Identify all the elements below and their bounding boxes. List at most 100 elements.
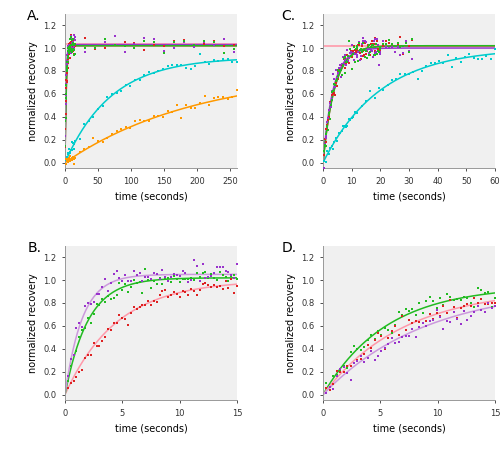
Point [322, 125, 330, 132]
Point [326, 101, 334, 108]
Point [474, 299, 482, 306]
Point [432, 304, 440, 312]
Point [384, 340, 392, 348]
Point [361, 38, 369, 45]
Point [170, 44, 178, 51]
Point [64, 60, 72, 67]
Point [419, 320, 427, 327]
Point [394, 332, 402, 339]
Point [69, 45, 77, 52]
Point [65, 43, 73, 51]
Point [63, 57, 71, 65]
Point [147, 284, 155, 291]
Point [68, 42, 76, 50]
Point [354, 45, 362, 52]
Point [354, 357, 362, 364]
Point [345, 115, 353, 122]
Point [140, 35, 148, 42]
Point [331, 83, 339, 91]
Point [124, 321, 132, 329]
Point [480, 308, 488, 316]
Point [440, 301, 448, 308]
X-axis label: time (seconds): time (seconds) [114, 191, 188, 201]
Point [70, 42, 78, 49]
Point [440, 325, 448, 333]
Point [376, 43, 384, 51]
Point [219, 94, 227, 101]
Point [178, 275, 186, 283]
Point [162, 286, 170, 293]
Point [400, 50, 407, 57]
Point [68, 44, 76, 51]
Point [130, 267, 138, 274]
Point [121, 280, 129, 287]
Point [332, 80, 340, 87]
Point [228, 271, 235, 278]
Point [331, 81, 339, 88]
Point [366, 45, 374, 52]
Point [346, 363, 354, 370]
Point [419, 319, 427, 326]
Point [220, 49, 228, 56]
Point [160, 42, 168, 50]
Point [62, 157, 70, 164]
Point [69, 37, 77, 45]
Point [64, 372, 72, 379]
Point [62, 161, 70, 168]
Point [446, 318, 454, 325]
Point [233, 283, 241, 290]
Point [450, 308, 458, 316]
Point [322, 158, 330, 165]
Point [107, 295, 115, 302]
Point [228, 59, 236, 66]
Point [418, 67, 426, 75]
Point [140, 71, 148, 79]
Point [326, 383, 334, 390]
Point [64, 59, 72, 66]
Point [374, 41, 382, 48]
Point [345, 37, 353, 45]
Point [116, 280, 124, 287]
Point [62, 82, 70, 89]
Point [63, 157, 71, 164]
Point [182, 269, 190, 276]
Point [164, 274, 172, 281]
Point [100, 36, 108, 43]
Point [328, 95, 336, 102]
Point [196, 273, 203, 281]
Point [375, 85, 383, 92]
Point [360, 52, 368, 59]
Point [416, 318, 424, 326]
Point [85, 118, 93, 125]
Point [72, 325, 80, 332]
Point [200, 58, 208, 66]
Point [343, 364, 351, 372]
Point [66, 152, 74, 160]
Point [62, 100, 70, 107]
Point [376, 43, 384, 51]
Point [464, 300, 471, 307]
Point [330, 372, 338, 379]
Point [70, 155, 78, 162]
Point [342, 55, 349, 62]
Point [196, 278, 203, 285]
Point [122, 81, 130, 89]
Point [340, 69, 348, 76]
Point [158, 288, 166, 295]
Point [330, 385, 338, 393]
Point [390, 48, 398, 56]
Point [64, 51, 72, 58]
Point [436, 295, 444, 302]
Point [224, 268, 232, 276]
Point [460, 293, 468, 301]
Point [360, 47, 368, 54]
Point [61, 132, 69, 139]
Point [325, 106, 333, 113]
Point [66, 157, 74, 165]
Point [443, 290, 451, 298]
Point [344, 122, 351, 129]
Point [164, 107, 172, 115]
Point [230, 41, 237, 48]
Point [62, 156, 70, 163]
Point [90, 298, 98, 306]
